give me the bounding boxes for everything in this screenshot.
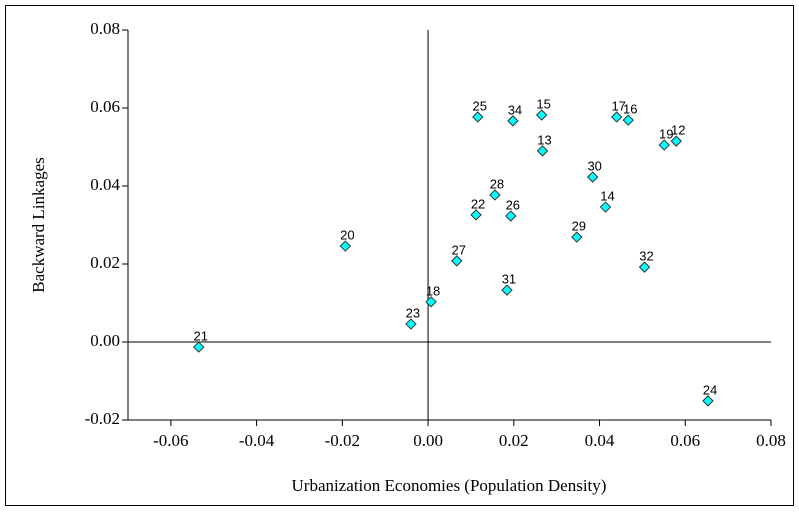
point-label: 23 [406,305,420,320]
y-tick-label: 0.04 [90,175,120,194]
point [586,171,599,183]
y-tick-label: 0.06 [90,97,120,116]
point-label: 29 [572,219,586,234]
point-label: 20 [340,227,354,242]
point-label: 30 [587,158,601,173]
point [702,395,714,407]
point-label: 26 [506,197,520,212]
point [599,201,612,213]
point [507,115,519,127]
point-label: 32 [639,249,653,264]
y-axis-title: Backward Linkages [29,157,48,292]
point [670,135,682,147]
point [472,111,484,123]
y-tick-label: 0.00 [90,331,120,350]
point-label: 14 [600,188,614,203]
point-label: 28 [490,176,504,191]
point-label: 16 [623,102,637,117]
point-label: 17 [611,98,625,113]
point [536,145,549,157]
point-label: 27 [452,242,466,257]
y-tick-label: 0.08 [90,19,120,38]
x-tick-label: -0.04 [239,431,275,450]
point [425,296,437,308]
point [339,240,352,252]
chart-border [5,5,794,506]
y-tick-label: 0.02 [90,253,120,272]
x-tick-label: 0.04 [585,431,615,450]
point-label: 25 [473,98,487,113]
point-label: 24 [703,382,717,397]
point-label: 31 [502,272,516,287]
point-label: 21 [193,329,207,344]
point [451,255,463,267]
x-tick-label: -0.02 [325,431,360,450]
point [571,231,583,243]
x-tick-label: 0.08 [756,431,786,450]
point-label: 34 [508,102,522,117]
point-label: 13 [537,132,551,147]
point [638,261,651,273]
point [622,114,634,126]
point-label: 19 [659,126,673,141]
point [405,318,417,330]
point-label: 22 [471,196,485,211]
point [658,139,670,151]
x-tick-label: -0.06 [153,431,188,450]
point [610,111,623,123]
point-label: 15 [536,96,550,111]
point-label: 18 [426,283,440,298]
x-axis-title: Urbanization Economies (Population Densi… [292,476,607,495]
x-tick-label: 0.06 [670,431,700,450]
x-tick-label: 0.02 [499,431,529,450]
x-tick-label: 0.00 [413,431,443,450]
point [470,209,482,221]
point [505,210,517,222]
y-tick-label: -0.02 [85,409,120,428]
point [489,189,501,201]
point [501,284,513,296]
point [535,109,548,121]
point-label: 12 [671,123,685,138]
point [193,341,205,353]
